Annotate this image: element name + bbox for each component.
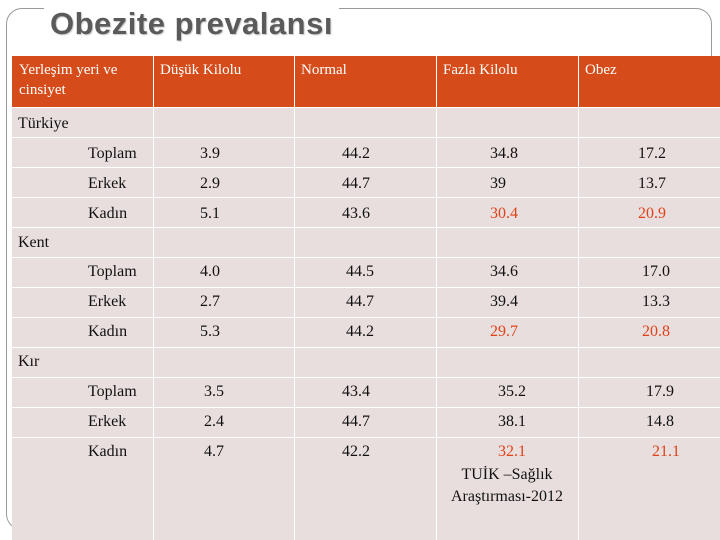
row-label: Toplam bbox=[88, 263, 137, 280]
value-obese: 13.7 bbox=[638, 175, 666, 192]
value-underweight: 2.4 bbox=[204, 413, 224, 430]
grid-line bbox=[12, 437, 720, 438]
value-normal: 44.7 bbox=[346, 293, 374, 310]
value-overweight-highlight: 30.4 bbox=[490, 205, 518, 222]
section-label-turkiye: Türkiye bbox=[18, 115, 69, 132]
header-overweight: Fazla Kilolu bbox=[436, 56, 578, 107]
value-overweight: 39.4 bbox=[490, 293, 518, 310]
section-label-kir: Kır bbox=[18, 353, 40, 370]
value-overweight-highlight: 32.1 bbox=[498, 443, 526, 460]
value-underweight: 5.3 bbox=[200, 323, 220, 340]
value-underweight: 4.0 bbox=[200, 263, 220, 280]
obesity-table: Yerleşim yeri ve cinsiyet Düşük Kilolu N… bbox=[12, 56, 720, 540]
value-underweight: 3.9 bbox=[200, 145, 220, 162]
grid-line bbox=[12, 287, 720, 288]
value-underweight: 4.7 bbox=[204, 443, 224, 460]
grid-line bbox=[12, 107, 720, 108]
header-underweight: Düşük Kilolu bbox=[153, 56, 294, 107]
grid-line bbox=[12, 347, 720, 348]
grid-line bbox=[12, 377, 720, 378]
row-label: Erkek bbox=[88, 293, 127, 310]
value-underweight: 2.7 bbox=[200, 293, 220, 310]
grid-line bbox=[12, 167, 720, 168]
value-normal: 44.7 bbox=[342, 175, 370, 192]
value-obese: 13.3 bbox=[642, 293, 670, 310]
value-obese: 14.8 bbox=[646, 413, 674, 430]
grid-line bbox=[12, 257, 720, 258]
source-note: TUİK –Sağlık Araştırması-2012 bbox=[451, 466, 563, 505]
value-obese: 17.0 bbox=[642, 263, 670, 280]
value-underweight: 2.9 bbox=[200, 175, 220, 192]
value-overweight: 34.6 bbox=[490, 263, 518, 280]
value-normal: 44.2 bbox=[346, 323, 374, 340]
grid-line bbox=[12, 197, 720, 198]
value-normal: 42.2 bbox=[342, 443, 370, 460]
grid-line bbox=[578, 56, 579, 540]
row-label: Kadın bbox=[88, 323, 128, 340]
row-label: Erkek bbox=[88, 175, 127, 192]
value-normal: 43.6 bbox=[342, 205, 370, 222]
value-normal: 44.2 bbox=[342, 145, 370, 162]
value-obese-highlight: 21.1 bbox=[652, 443, 680, 460]
slide-title: Obezite prevalansı bbox=[44, 6, 339, 42]
value-obese: 17.2 bbox=[638, 145, 666, 162]
section-label-kent: Kent bbox=[18, 234, 50, 251]
grid-line bbox=[12, 137, 720, 138]
value-overweight-highlight: 29.7 bbox=[490, 323, 518, 340]
value-normal: 44.5 bbox=[346, 263, 374, 280]
value-overweight: 34.8 bbox=[490, 145, 518, 162]
value-underweight: 5.1 bbox=[200, 205, 220, 222]
value-normal: 44.7 bbox=[342, 413, 370, 430]
row-label: Erkek bbox=[88, 413, 127, 430]
value-normal: 43.4 bbox=[342, 383, 370, 400]
row-label: Kadın bbox=[88, 443, 128, 460]
value-underweight: 3.5 bbox=[204, 383, 224, 400]
grid-line bbox=[12, 317, 720, 318]
grid-line bbox=[12, 227, 720, 228]
value-obese: 17.9 bbox=[646, 383, 674, 400]
value-obese-highlight: 20.9 bbox=[638, 205, 666, 222]
grid-line bbox=[294, 56, 295, 540]
grid-line bbox=[153, 56, 154, 540]
header-residence-sex: Yerleşim yeri ve cinsiyet bbox=[12, 56, 153, 107]
value-obese-highlight: 20.8 bbox=[642, 323, 670, 340]
row-label: Kadın bbox=[88, 205, 128, 222]
value-overweight: 38.1 bbox=[498, 413, 526, 430]
header-obese: Obez bbox=[578, 56, 720, 107]
header-normal: Normal bbox=[294, 56, 436, 107]
value-overweight: 39 bbox=[490, 175, 506, 192]
grid-line bbox=[12, 407, 720, 408]
row-label: Toplam bbox=[88, 383, 137, 400]
row-label: Toplam bbox=[88, 145, 137, 162]
grid-line bbox=[436, 56, 437, 540]
value-overweight: 35.2 bbox=[498, 383, 526, 400]
